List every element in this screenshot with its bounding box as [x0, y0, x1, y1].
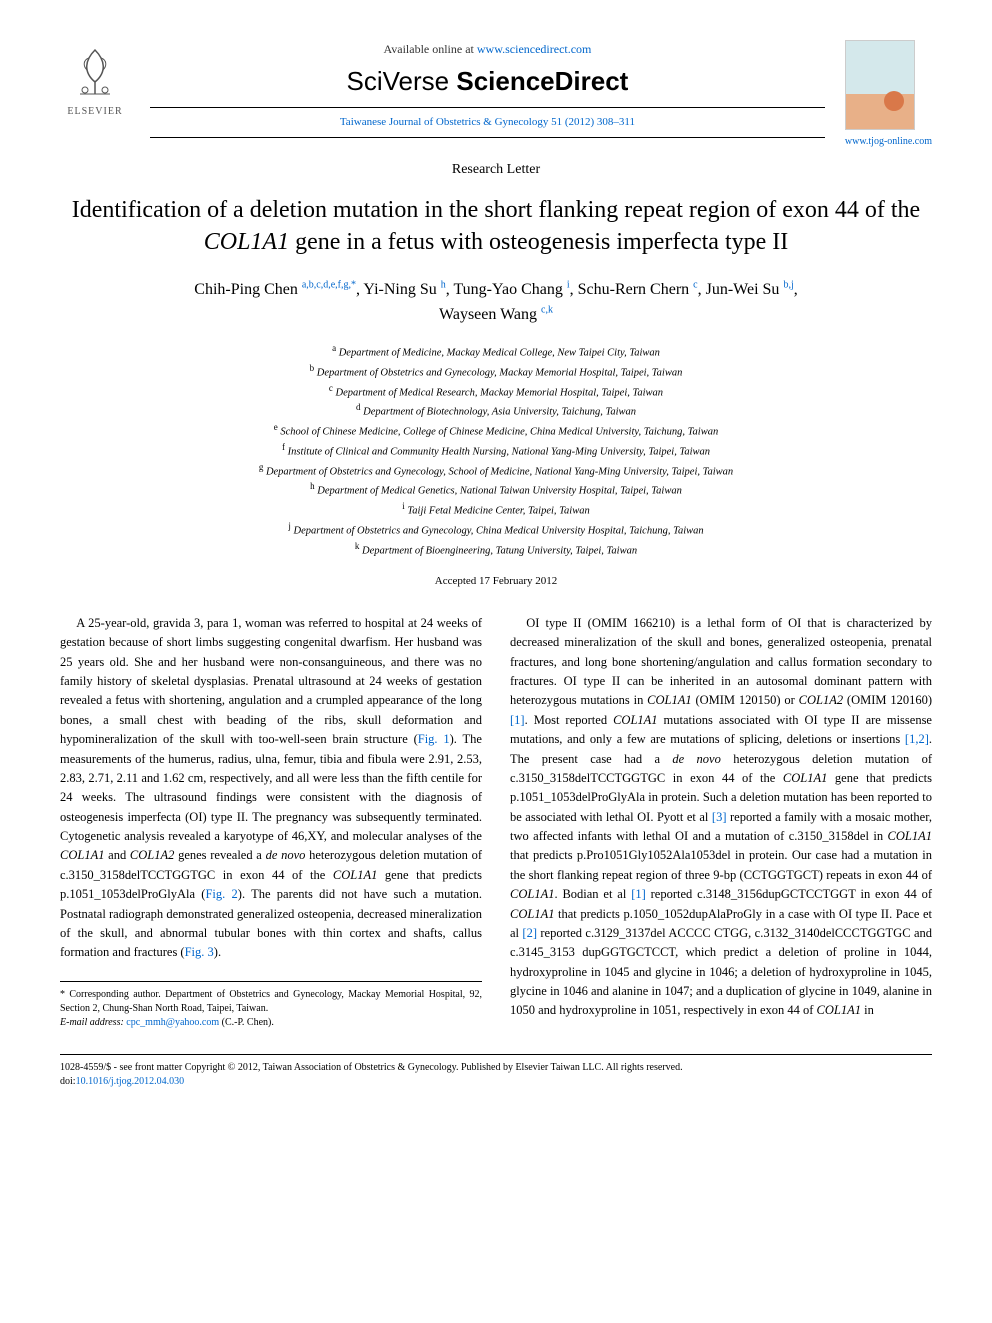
- affil-b: b Department of Obstetrics and Gynecolog…: [60, 362, 932, 382]
- affil-d: d Department of Biotechnology, Asia Univ…: [60, 401, 932, 421]
- issn-copyright-line: 1028-4559/$ - see front matter Copyright…: [60, 1061, 932, 1075]
- author-3[interactable]: Tung-Yao Chang: [453, 281, 562, 298]
- fig3-link[interactable]: Fig. 3: [185, 945, 214, 959]
- author-1[interactable]: Chih-Ping Chen: [194, 281, 298, 298]
- author-4[interactable]: Schu-Rern Chern: [578, 281, 690, 298]
- available-prefix: Available online at: [383, 42, 476, 56]
- affil-a: a Department of Medicine, Mackay Medical…: [60, 342, 932, 362]
- author-2-affil: h: [441, 279, 446, 290]
- author-4-affil: c: [693, 279, 697, 290]
- affil-f: f Institute of Clinical and Community He…: [60, 441, 932, 461]
- available-online-line: Available online at www.sciencedirect.co…: [150, 40, 825, 58]
- article-type: Research Letter: [60, 159, 932, 180]
- affil-e: e School of Chinese Medicine, College of…: [60, 421, 932, 441]
- fig1-link[interactable]: Fig. 1: [418, 732, 450, 746]
- title-pre: Identification of a deletion mutation in…: [72, 197, 920, 223]
- doi-prefix: doi:: [60, 1076, 76, 1087]
- affil-k: k Department of Bioengineering, Tatung U…: [60, 540, 932, 560]
- accepted-date: Accepted 17 February 2012: [60, 573, 932, 590]
- doi-link[interactable]: 10.1016/j.tjog.2012.04.030: [76, 1076, 185, 1087]
- title-post: gene in a fetus with osteogenesis imperf…: [289, 229, 788, 255]
- elsevier-label: ELSEVIER: [67, 104, 122, 119]
- email-label: E-mail address:: [60, 1017, 124, 1028]
- email-suffix: (C.-P. Chen).: [222, 1017, 274, 1028]
- page-footer: 1028-4559/$ - see front matter Copyright…: [60, 1054, 932, 1089]
- header-rule-top: [150, 107, 825, 108]
- fig2-link[interactable]: Fig. 2: [205, 887, 237, 901]
- affil-i: i Taiji Fetal Medicine Center, Taipei, T…: [60, 500, 932, 520]
- corr-author-text: * Corresponding author. Department of Ob…: [60, 988, 482, 1016]
- article-title: Identification of a deletion mutation in…: [70, 194, 922, 259]
- elsevier-tree-icon: [65, 42, 125, 102]
- author-1-affil: a,b,c,d,e,f,g,: [302, 279, 351, 290]
- author-6[interactable]: Wayseen Wang: [439, 306, 537, 323]
- title-gene: COL1A1: [204, 229, 289, 255]
- author-2[interactable]: Yi-Ning Su: [363, 281, 436, 298]
- cover-column: www.tjog-online.com: [845, 40, 932, 149]
- author-list: Chih-Ping Chen a,b,c,d,e,f,g,*, Yi-Ning …: [60, 277, 932, 328]
- author-5-affil: b,j: [783, 279, 793, 290]
- affil-g: g Department of Obstetrics and Gynecolog…: [60, 461, 932, 481]
- paragraph-2: OI type II (OMIM 166210) is a lethal for…: [510, 614, 932, 1021]
- sciencedirect-url[interactable]: www.sciencedirect.com: [477, 42, 592, 56]
- header-rule-bottom: [150, 137, 825, 138]
- affil-j: j Department of Obstetrics and Gynecolog…: [60, 520, 932, 540]
- paragraph-1: A 25-year-old, gravida 3, para 1, woman …: [60, 614, 482, 963]
- affiliation-list: a Department of Medicine, Mackay Medical…: [60, 342, 932, 559]
- corresponding-author-footnote: * Corresponding author. Department of Ob…: [60, 981, 482, 1030]
- affil-h: h Department of Medical Genetics, Nation…: [60, 480, 932, 500]
- affil-c: c Department of Medical Research, Mackay…: [60, 382, 932, 402]
- author-1-corr[interactable]: *: [351, 279, 356, 290]
- author-5[interactable]: Jun-Wei Su: [706, 281, 780, 298]
- ref-2[interactable]: [2]: [522, 926, 537, 940]
- corr-email-link[interactable]: cpc_mmh@yahoo.com: [126, 1017, 219, 1028]
- journal-reference[interactable]: Taiwanese Journal of Obstetrics & Gyneco…: [150, 114, 825, 131]
- header-bar: ELSEVIER Available online at www.science…: [60, 40, 932, 149]
- author-3-affil: i: [567, 279, 570, 290]
- ref-1b[interactable]: [1]: [631, 887, 646, 901]
- doi-line: doi:10.1016/j.tjog.2012.04.030: [60, 1075, 932, 1089]
- ref-1-2[interactable]: [1,2]: [905, 732, 929, 746]
- body-text: A 25-year-old, gravida 3, para 1, woman …: [60, 614, 932, 1030]
- journal-cover-thumbnail[interactable]: [845, 40, 915, 130]
- wordmark-light: SciVerse: [347, 66, 457, 96]
- header-center: Available online at www.sciencedirect.co…: [130, 40, 845, 144]
- ref-3[interactable]: [3]: [712, 810, 727, 824]
- ref-1[interactable]: [1]: [510, 713, 525, 727]
- author-6-affil: c,k: [541, 305, 553, 316]
- sciverse-wordmark: SciVerse ScienceDirect: [150, 62, 825, 101]
- elsevier-logo: ELSEVIER: [60, 40, 130, 120]
- corr-email-line: E-mail address: cpc_mmh@yahoo.com (C.-P.…: [60, 1016, 482, 1030]
- wordmark-bold: ScienceDirect: [456, 66, 628, 96]
- tjog-online-link[interactable]: www.tjog-online.com: [845, 134, 932, 149]
